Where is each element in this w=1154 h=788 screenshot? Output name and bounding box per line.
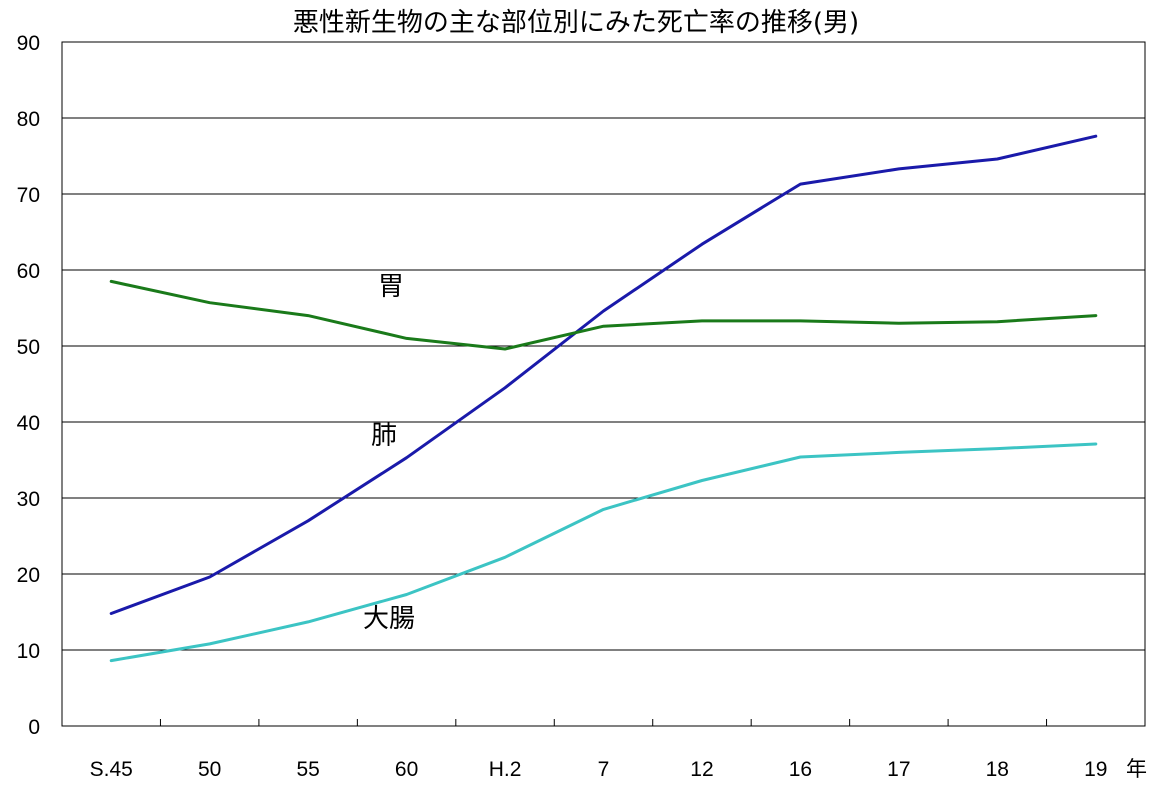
series-label-2: 大腸 (363, 604, 415, 634)
x-tick-label: 12 (690, 758, 713, 781)
y-tick-label: 40 (17, 412, 40, 435)
gridlines (62, 117, 1145, 651)
x-tick-label: S.45 (90, 758, 133, 781)
x-axis-ticks: S.45 50 55 60 H.2 7 12 16 17 18 19 (90, 719, 1107, 781)
x-tick-label: 18 (986, 758, 1009, 781)
x-tick-label: 17 (887, 758, 910, 781)
y-axis-ticks: 0 10 20 30 40 50 60 70 80 90 (17, 32, 40, 739)
y-tick-label: 70 (17, 184, 40, 207)
y-tick-label: 20 (17, 564, 40, 587)
y-tick-label: 60 (17, 260, 40, 283)
x-tick-label: 60 (395, 758, 418, 781)
y-tick-label: 90 (17, 32, 40, 55)
y-tick-label: 0 (28, 716, 40, 739)
plot-area-frame (61, 41, 1146, 727)
x-tick-label: 50 (198, 758, 221, 781)
series-label-1: 胃 (378, 272, 404, 302)
series-line-0 (109, 134, 1098, 615)
y-tick-label: 50 (17, 336, 40, 359)
x-tick-label: 7 (598, 758, 610, 781)
series-labels: 肺 胃大腸 (363, 272, 415, 634)
x-axis-unit: 年 (1126, 758, 1147, 781)
series-lines (109, 134, 1098, 663)
x-tick-label: 55 (296, 758, 319, 781)
chart-title: 悪性新生物の主な部位別にみた死亡率の推移(男) (293, 8, 859, 38)
series-line-2 (109, 442, 1098, 663)
x-tick-label: 16 (789, 758, 812, 781)
y-tick-label: 80 (17, 108, 40, 131)
x-tick-label: 19 (1084, 758, 1107, 781)
y-tick-label: 10 (17, 640, 40, 663)
series-label-0: 肺 (371, 421, 397, 451)
y-tick-label: 30 (17, 488, 40, 511)
x-tick-label: H.2 (489, 758, 522, 781)
series-line-1 (109, 279, 1098, 351)
